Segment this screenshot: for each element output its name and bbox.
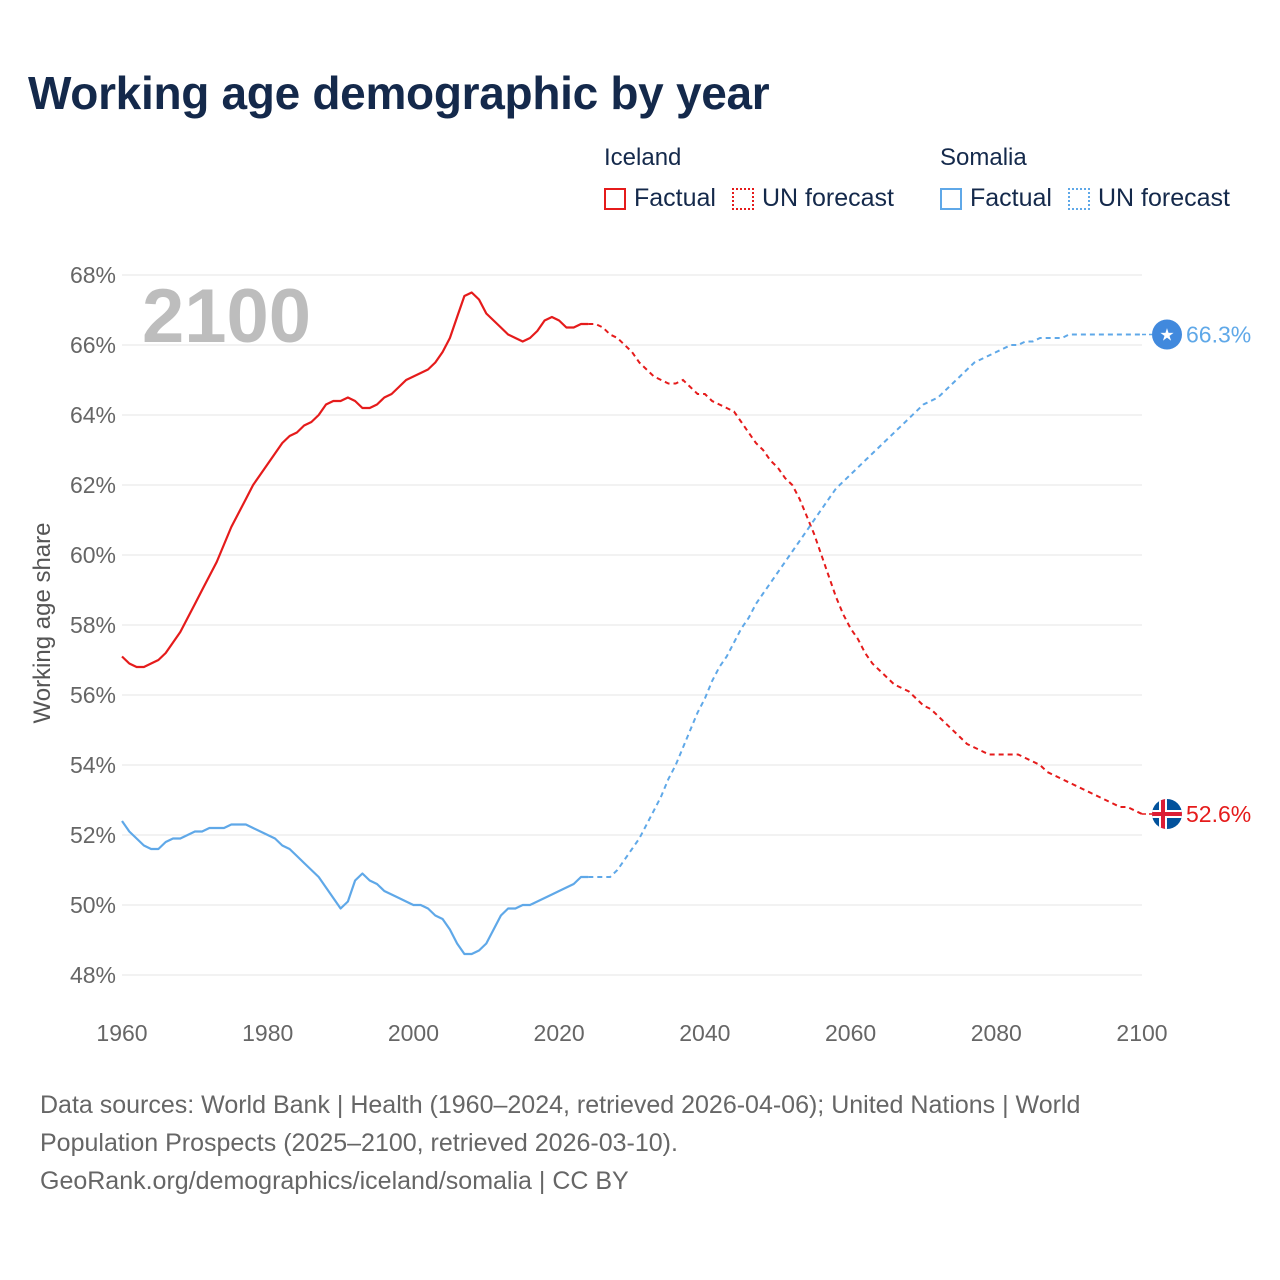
x-tick-label: 1960 [96,1020,147,1046]
legend-somalia-factual[interactable]: Factual [940,184,1052,213]
somalia-flag-icon: ★ [1152,319,1182,350]
x-tick-label: 2100 [1116,1020,1167,1046]
legend-somalia-forecast[interactable]: UN forecast [1067,184,1230,213]
legend-group-name: Iceland [604,144,682,171]
footer-line: Data sources: World Bank | Health (1960–… [40,1091,1081,1119]
chart-title: Working age demographic by year [28,67,770,119]
y-tick-label: 52% [70,822,116,848]
y-tick-label: 66% [70,332,116,358]
legend-group-name: Somalia [940,144,1027,171]
legend-label: UN forecast [761,184,894,212]
somalia-end-value-label: 66.3% [1186,322,1251,348]
x-tick-label: 2020 [534,1020,585,1046]
legend-iceland-factual[interactable]: Factual [604,184,716,213]
y-tick-label: 68% [70,262,116,288]
y-axis-ticks: 48% 50% 52% 54% 56% 58% 60% 62% 64% 66% 68% [70,262,116,988]
footer-line: Population Prospects (2025–2100, retriev… [40,1129,678,1157]
x-tick-label: 2060 [825,1020,876,1046]
legend-group-somalia: Somalia Factual UN forecast [940,144,1246,213]
x-tick-label: 2080 [971,1020,1022,1046]
line-chart: 48%50%52%54%56%58%60%62%64%66%68% 1960 19… [29,262,1251,1046]
somalia-forecast-line[interactable] [588,333,1142,878]
legend-label: UN forecast [1097,184,1230,212]
y-tick-label: 64% [70,402,116,428]
iceland-end-value-label: 52.6% [1186,801,1251,827]
legend-swatch-solid [940,187,962,210]
series-lines [121,291,1143,956]
legend-label: Factual [970,184,1052,212]
y-tick-label: 50% [70,892,116,918]
legend-group-iceland: Iceland Factual UN forecast [604,144,910,213]
iceland-flag-icon [1152,799,1182,829]
x-tick-label: 2040 [679,1020,730,1046]
svg-text:★: ★ [1159,326,1174,345]
somalia-factual-line[interactable] [121,820,589,956]
legend-iceland-forecast[interactable]: UN forecast [731,184,894,213]
y-axis-label: Working age share [29,523,56,724]
y-tick-label: 54% [70,752,116,778]
y-tick-label: 58% [70,612,116,638]
iceland-factual-line[interactable] [121,291,589,669]
legend-swatch-dotted [1067,187,1090,210]
legend-swatch-solid [604,187,626,210]
iceland-forecast-line[interactable] [588,323,1143,815]
x-axis-ticks: 1960 1980 2000 2020 2040 2060 2080 2100 [96,1020,1167,1046]
footer-link[interactable]: GeoRank.org/demographics/iceland/somalia… [40,1167,629,1195]
legend-swatch-dotted [731,187,754,210]
x-tick-label: 2000 [388,1020,439,1046]
y-tick-label: 56% [70,682,116,708]
grid-lines [122,274,1142,976]
series-end-markers: 52.6% ★ 66.3% [1142,319,1251,829]
x-tick-label: 1980 [242,1020,293,1046]
y-tick-label: 60% [70,542,116,568]
legend-label: Factual [634,184,716,212]
year-overlay: 2100 [142,274,311,359]
footer-source: Data sources: World Bank | Health (1960–… [40,1086,1240,1200]
y-tick-label: 48% [70,962,116,988]
y-tick-label: 62% [70,472,116,498]
